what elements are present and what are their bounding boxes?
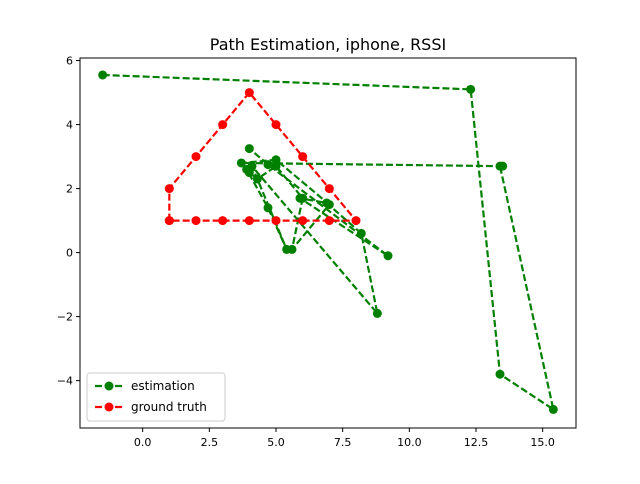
data-point-estimation [295, 193, 305, 203]
data-point-estimation [383, 251, 393, 261]
data-point-estimation [495, 369, 505, 379]
data-point-estimation [98, 70, 108, 80]
data-point-estimation [322, 198, 332, 208]
data-point-ground-truth [324, 184, 334, 194]
axes-frame [79, 57, 577, 429]
data-point-estimation [282, 244, 292, 254]
data-point-estimation [548, 404, 558, 414]
legend-label-estimation: estimation [131, 379, 195, 393]
data-point-ground-truth [164, 216, 174, 226]
data-point-estimation [263, 160, 273, 170]
x-tick-label: 2.5 [201, 436, 219, 449]
data-point-ground-truth [298, 152, 308, 162]
y-tick-label: −2 [57, 311, 73, 324]
data-point-estimation [271, 161, 281, 171]
y-tick-label: 4 [66, 119, 73, 132]
data-point-ground-truth [271, 120, 281, 130]
legend-marker-estimation [104, 381, 114, 391]
data-point-ground-truth [218, 120, 228, 130]
x-tick-label: 0.0 [134, 436, 152, 449]
data-point-ground-truth [298, 216, 308, 226]
data-point-estimation [498, 161, 508, 171]
x-tick-label: 7.5 [334, 436, 352, 449]
x-tick-label: 5.0 [267, 436, 285, 449]
legend-label-ground-truth: ground truth [131, 400, 207, 414]
data-point-estimation [236, 158, 246, 168]
data-point-estimation [466, 84, 476, 94]
data-point-estimation [263, 203, 273, 213]
data-point-ground-truth [191, 152, 201, 162]
data-point-ground-truth [271, 216, 281, 226]
x-tick-label: 12.5 [464, 436, 489, 449]
data-point-ground-truth [244, 216, 254, 226]
data-point-estimation [252, 174, 262, 184]
y-axis: −4 −2 0 2 4 6 [57, 55, 80, 388]
x-tick-label: 10.0 [397, 436, 422, 449]
data-point-ground-truth [351, 216, 361, 226]
data-point-estimation [356, 228, 366, 238]
y-tick-label: 0 [66, 247, 73, 260]
data-point-ground-truth [244, 88, 254, 98]
data-point-estimation [247, 161, 257, 171]
data-point-estimation [271, 155, 281, 165]
data-point-ground-truth [324, 216, 334, 226]
legend-marker-ground-truth [104, 402, 114, 412]
legend: estimation ground truth [86, 372, 226, 422]
series-line-ground-truth [168, 91, 358, 222]
y-tick-label: 2 [66, 183, 73, 196]
data-point-ground-truth [191, 216, 201, 226]
y-tick-label: −4 [57, 375, 73, 388]
y-tick-label: 6 [66, 55, 73, 68]
x-tick-label: 15.0 [530, 436, 555, 449]
series-layer [98, 70, 558, 414]
x-axis: 0.0 2.5 5.0 7.5 10.0 12.5 15.0 [134, 428, 555, 449]
data-point-estimation [244, 144, 254, 154]
chart-title: Path Estimation, iphone, RSSI [210, 35, 446, 54]
data-point-ground-truth [218, 216, 228, 226]
data-point-ground-truth [164, 184, 174, 194]
data-point-estimation [372, 308, 382, 318]
